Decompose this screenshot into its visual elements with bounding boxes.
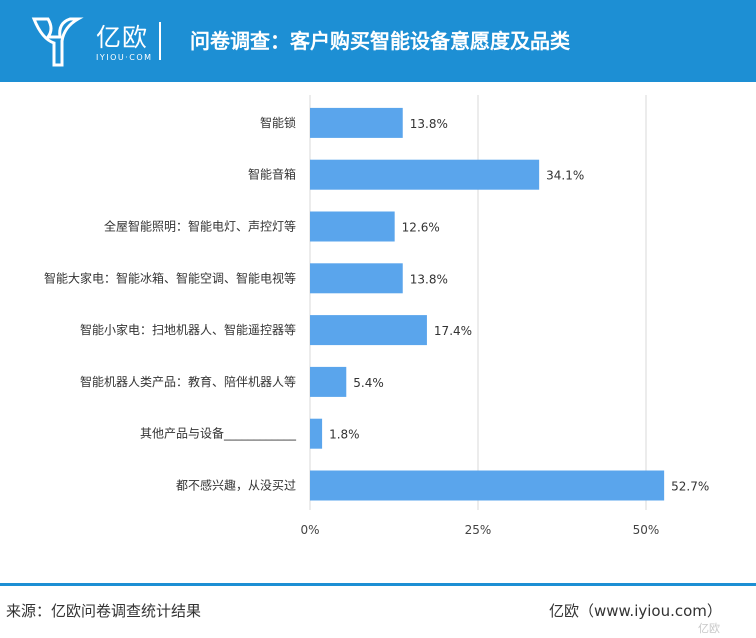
site-credit: 亿欧（www.iyiou.com） — [549, 602, 722, 620]
logo-icon — [31, 17, 84, 67]
header-divider — [159, 22, 161, 60]
x-tick-label: 25% — [465, 523, 492, 537]
category-label: 智能大家电：智能冰箱、智能空调、智能电视等 — [44, 270, 296, 285]
category-label: 全屋智能照明：智能电灯、声控灯等 — [104, 219, 296, 234]
category-label: 其他产品与设备____________ — [140, 427, 297, 441]
source-note: 来源：亿欧问卷调查统计结果 — [6, 602, 202, 620]
bar — [310, 107, 403, 138]
bars — [310, 107, 665, 501]
value-label: 12.6% — [402, 221, 440, 235]
logo-text: 亿欧 — [96, 23, 149, 52]
category-label: 智能小家电：扫地机器人、智能遥控器等 — [80, 322, 296, 337]
page-title: 问卷调查：客户购买智能设备意愿度及品类 — [190, 29, 570, 53]
value-label: 1.8% — [329, 428, 360, 442]
bar — [310, 418, 323, 449]
header-bar: 亿欧 IYIOU·COM 问卷调查：客户购买智能设备意愿度及品类 — [0, 0, 756, 82]
watermark: 亿欧 — [698, 622, 720, 635]
bar — [310, 470, 665, 501]
value-label: 17.4% — [434, 324, 472, 338]
value-label: 34.1% — [546, 169, 584, 183]
bar — [310, 315, 427, 346]
category-label: 智能音箱 — [248, 167, 296, 182]
x-tick-label: 0% — [300, 523, 319, 537]
bar — [310, 159, 540, 190]
x-tick-label: 50% — [633, 523, 660, 537]
value-label: 52.7% — [671, 480, 709, 494]
logo: 亿欧 IYIOU·COM — [30, 13, 153, 69]
value-label: 13.8% — [410, 272, 448, 286]
labels: 0% 25% 50% 智能锁 13.8% 智能音箱 34.1% 全屋智能照明：智能电灯、声控灯… — [44, 115, 709, 537]
bar-chart: 0% 25% 50% 智能锁 13.8% 智能音箱 34.1% 全屋智能照明：智能电灯、声控灯… — [44, 95, 709, 537]
logo-subtext: IYIOU·COM — [96, 53, 153, 62]
category-label: 都不感兴趣，从没买过 — [176, 478, 296, 493]
footer-divider — [0, 583, 756, 586]
grid-lines — [309, 95, 647, 510]
value-label: 13.8% — [410, 117, 448, 131]
bar — [310, 366, 347, 397]
bar — [310, 211, 395, 242]
category-label: 智能锁 — [260, 115, 296, 130]
value-label: 5.4% — [353, 376, 384, 390]
category-label: 智能机器人类产品：教育、陪伴机器人等 — [80, 374, 296, 389]
bar — [310, 263, 403, 294]
